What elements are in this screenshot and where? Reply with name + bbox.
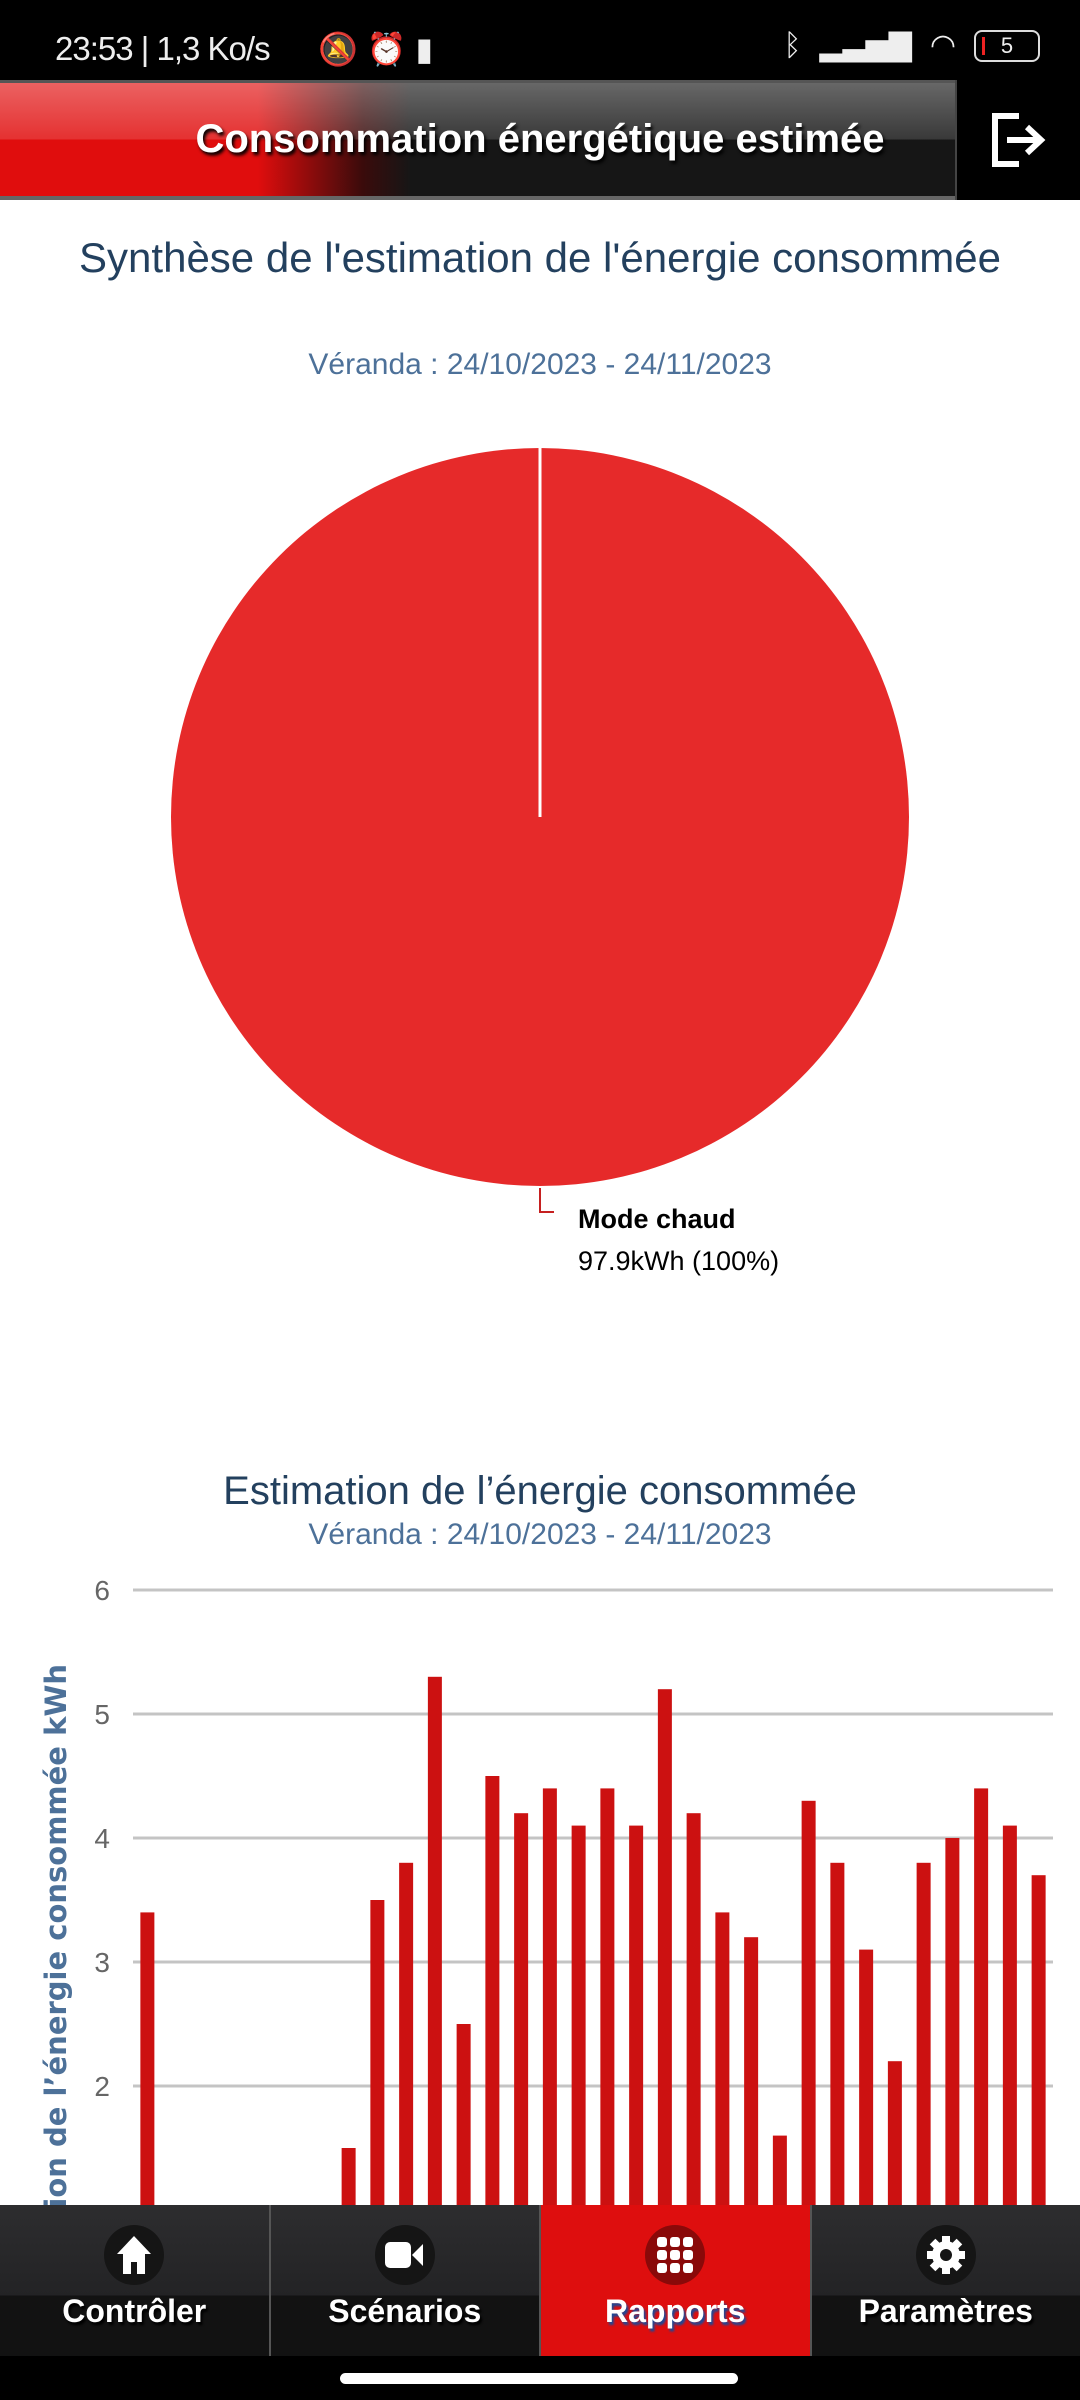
pie-chart-title: Synthèse de l'estimation de l'énergie co…: [79, 234, 1001, 281]
app-header: Consommation énergétique estimée: [0, 80, 955, 200]
bottom-navigation: Contrôler Scénarios Rapports: [0, 2205, 1080, 2356]
status-system-icons: ᛒ ▂▃▅▇ ◠ 5: [784, 28, 1040, 63]
tab-label: Contrôler: [62, 2293, 207, 2329]
wifi-icon: ◠: [929, 29, 956, 62]
home-indicator[interactable]: [340, 2373, 738, 2384]
logout-icon: [991, 113, 1045, 167]
tab-scenarios[interactable]: Scénarios: [270, 2205, 541, 2356]
logout-button[interactable]: [955, 80, 1080, 200]
tab-controler[interactable]: Contrôler: [0, 2205, 271, 2356]
signal-icon: ▂▃▅▇: [819, 29, 912, 62]
status-bar: 23:53 | 1,3 Ko/s 🔕 ⏰ ▮ ᛒ ▂▃▅▇ ◠ 5: [0, 0, 1080, 80]
pie-chart-subtitle: Véranda : 24/10/2023 - 24/11/2023: [308, 348, 772, 381]
battery-icon: 5: [974, 29, 1040, 62]
tab-label: Scénarios: [328, 2293, 482, 2329]
y-tick-label: 5: [94, 1699, 110, 1730]
pie-label-value: 97.9kWh (100%): [578, 1246, 779, 1276]
y-tick-label: 3: [94, 1947, 110, 1978]
bar-chart-subtitle: Véranda : 24/10/2023 - 24/11/2023: [308, 1518, 772, 1551]
y-tick-label: 4: [94, 1823, 110, 1854]
tab-label: Paramètres: [858, 2293, 1033, 2329]
page-title: Consommation énergétique estimée: [195, 117, 885, 161]
home-icon: [104, 2225, 165, 2285]
bluetooth-icon: ᛒ: [783, 28, 802, 62]
status-time: 23:53 | 1,3 Ko/s: [55, 30, 271, 67]
pie-label-name: Mode chaud: [578, 1204, 736, 1234]
video-camera-icon: [374, 2225, 435, 2285]
gear-icon: [915, 2225, 976, 2285]
pie-chart: Mode chaud 97.9kWh (100%): [171, 448, 909, 1276]
tab-label: Rapports: [605, 2293, 746, 2329]
tab-parametres[interactable]: Paramètres: [811, 2205, 1080, 2356]
grid-icon: [645, 2225, 706, 2285]
bar-chart-title: Estimation de l’énergie consommée: [223, 1469, 857, 1513]
status-notification-icons: 🔕 ⏰ ▮: [318, 31, 434, 67]
tab-rapports[interactable]: Rapports: [541, 2205, 812, 2356]
pie-label-connector: [539, 1188, 554, 1213]
y-tick-label: 2: [94, 2071, 110, 2102]
y-tick-label: 6: [94, 1575, 110, 1606]
